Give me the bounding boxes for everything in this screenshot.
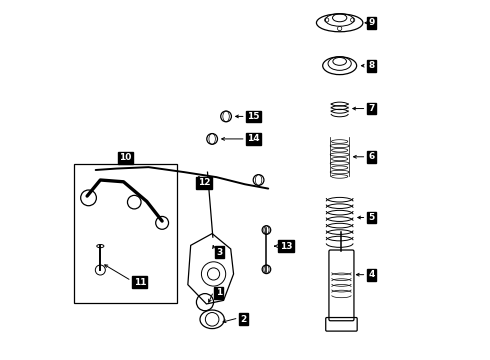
Text: 3: 3 — [217, 248, 222, 257]
Text: 11: 11 — [134, 278, 146, 287]
Text: 13: 13 — [280, 242, 292, 251]
Text: 9: 9 — [368, 18, 375, 27]
Text: 14: 14 — [247, 134, 260, 143]
Text: 15: 15 — [247, 112, 260, 121]
Text: 1: 1 — [216, 288, 222, 297]
Text: 7: 7 — [368, 104, 375, 113]
Text: 8: 8 — [368, 61, 374, 70]
Text: 4: 4 — [368, 270, 375, 279]
Text: 2: 2 — [241, 315, 247, 324]
Text: 10: 10 — [119, 153, 132, 162]
Text: 6: 6 — [368, 152, 374, 161]
Text: 12: 12 — [198, 178, 210, 187]
Text: 5: 5 — [368, 213, 374, 222]
